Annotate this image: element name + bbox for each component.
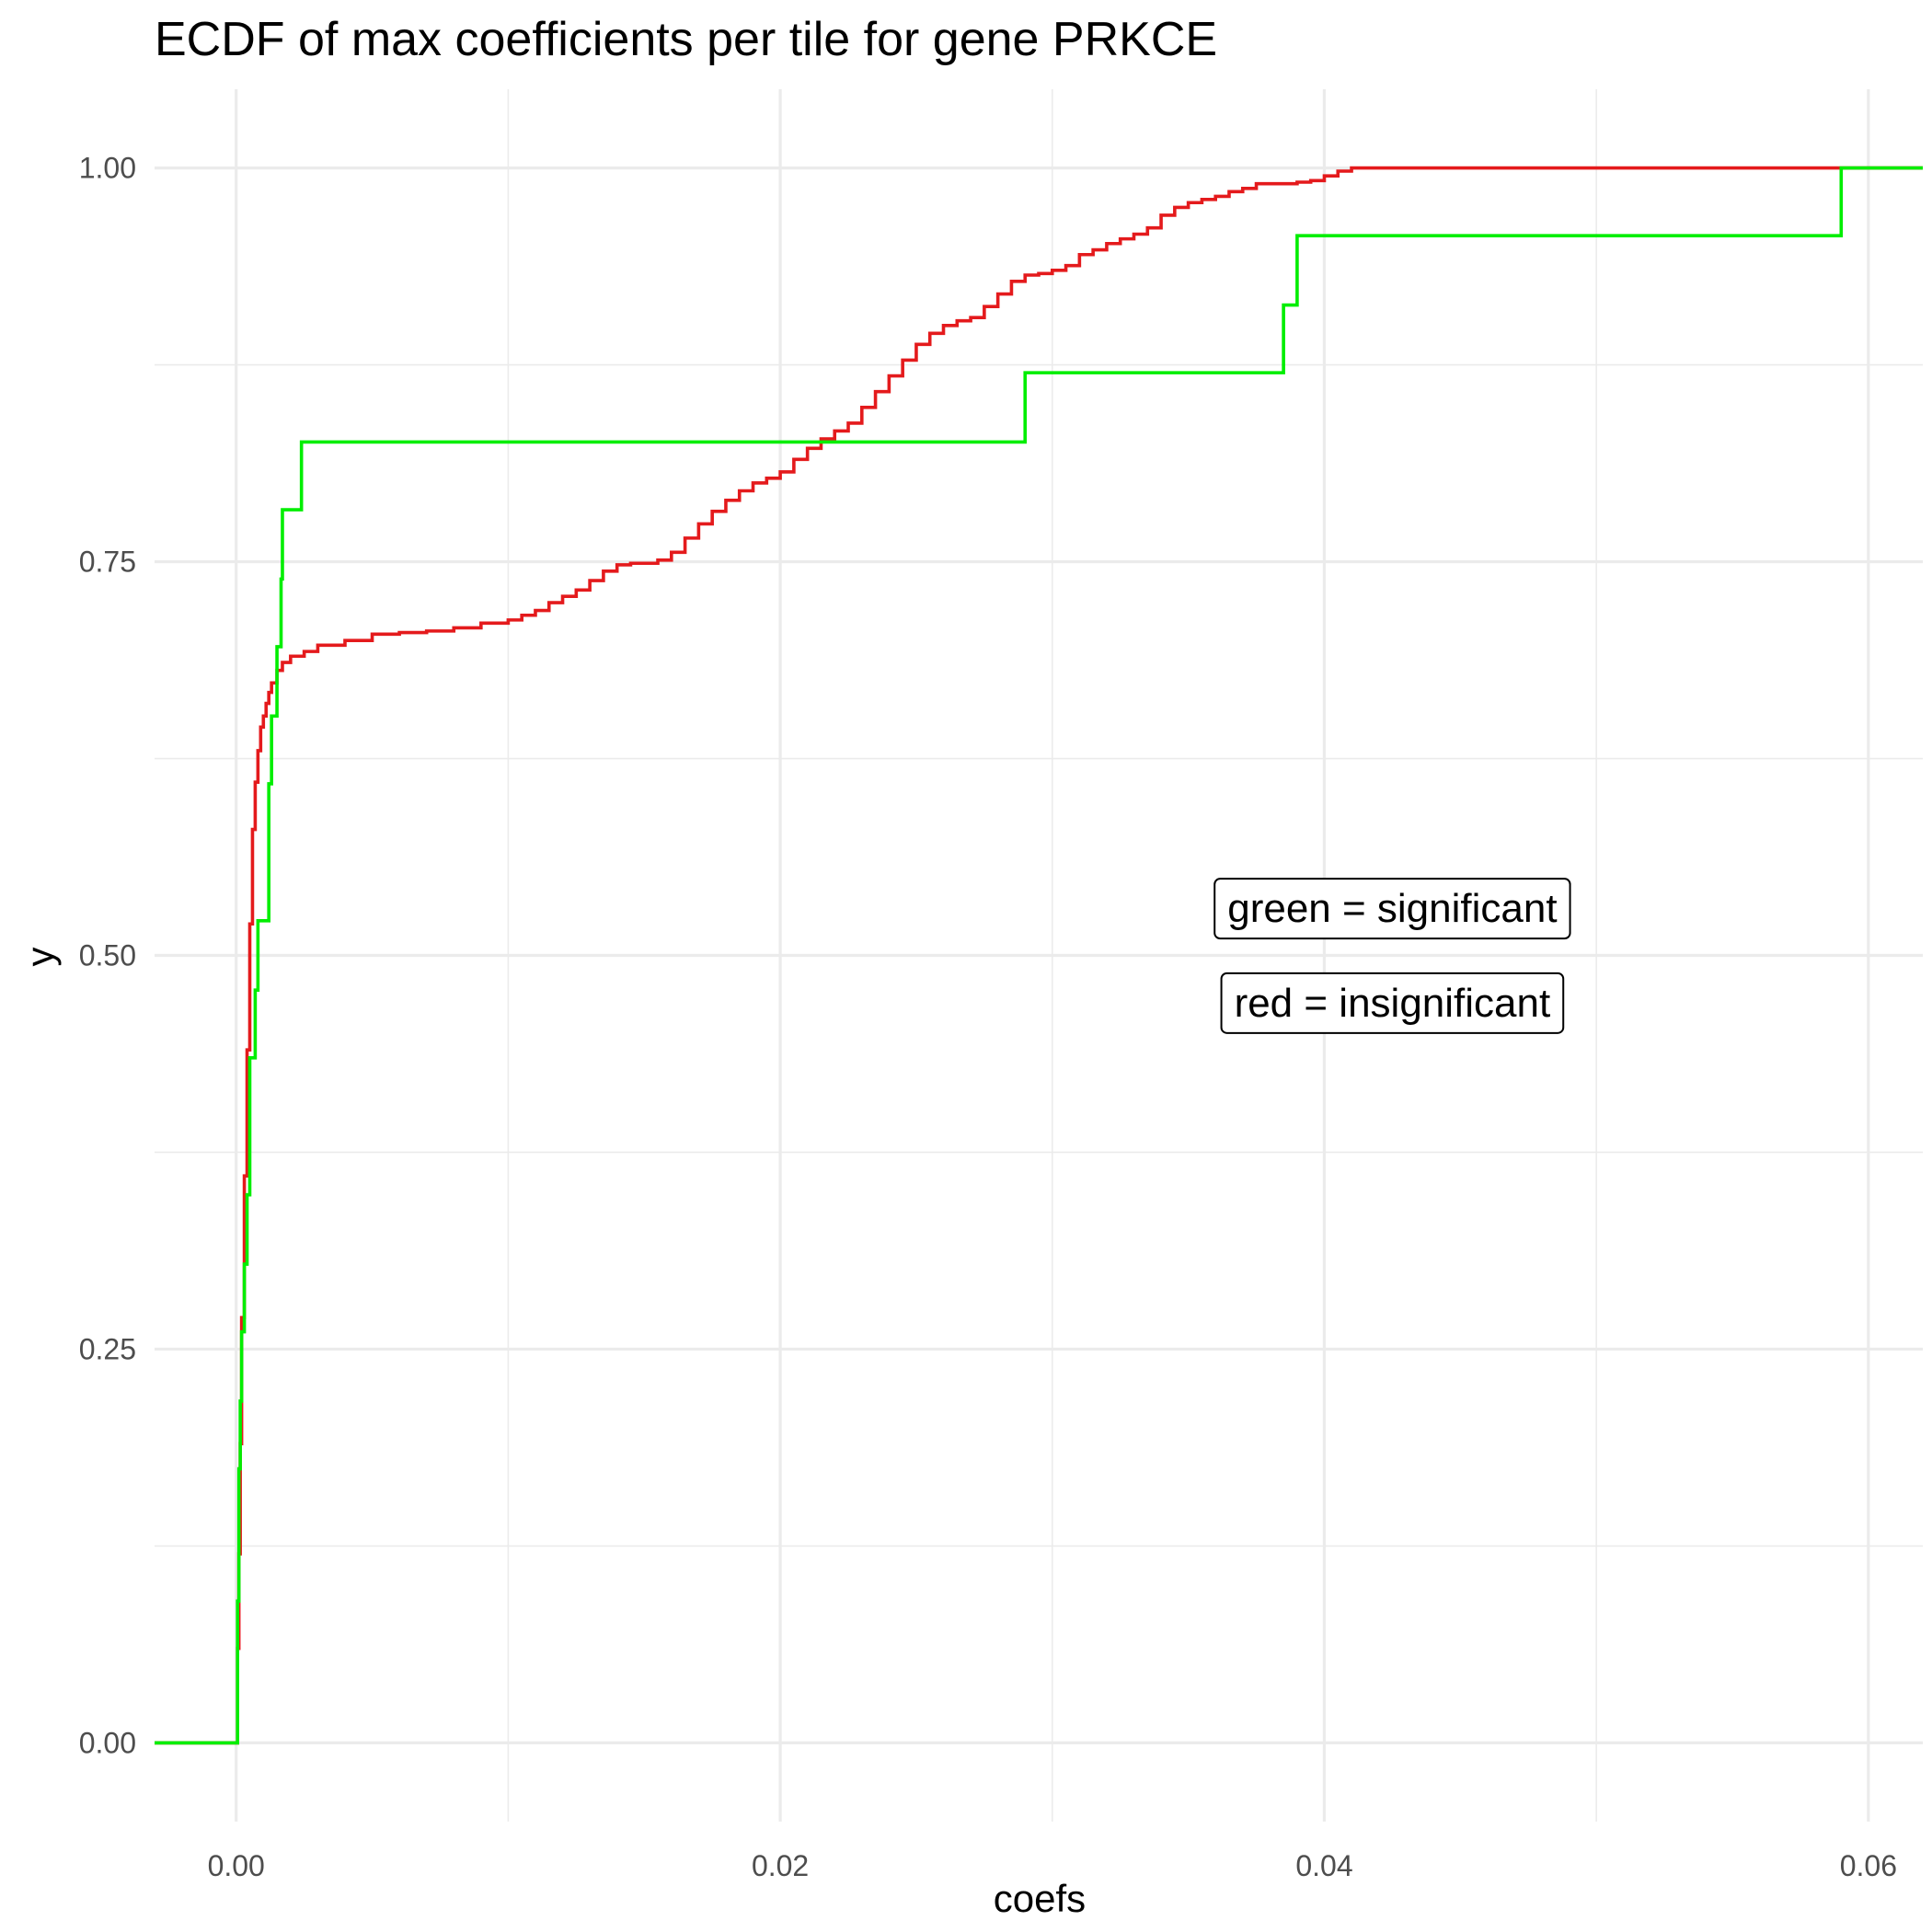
x-tick-label: 0.06 <box>1840 1849 1897 1882</box>
y-tick-label: 1.00 <box>79 152 136 185</box>
x-tick-label: 0.04 <box>1295 1849 1352 1882</box>
y-tick-label: 0.25 <box>79 1332 136 1365</box>
y-axis-title: y <box>18 948 62 967</box>
y-tick-label: 0.00 <box>79 1726 136 1759</box>
series-layer <box>155 166 1923 1745</box>
y-axis-ticks: 0.00 0.25 0.50 0.75 1.00 <box>79 152 136 1760</box>
chart-title: ECDF of max coefficients per tile for ge… <box>155 13 1217 66</box>
x-tick-label: 0.02 <box>752 1849 809 1882</box>
annotation-text: green = significant <box>1227 886 1557 931</box>
annotations: green = significant red = insignificant <box>1213 878 1571 1034</box>
significant-ecdf-line <box>155 166 1923 1745</box>
annotation-label: green = significant <box>1213 878 1571 940</box>
x-axis-title: coefs <box>994 1877 1086 1920</box>
annotation-label: red = insignificant <box>1220 972 1565 1034</box>
grid-layer <box>155 89 1923 1822</box>
y-tick-label: 0.50 <box>79 939 136 972</box>
annotation-text: red = insignificant <box>1235 981 1551 1026</box>
annotation-box <box>1220 972 1565 1034</box>
x-axis-ticks: 0.00 0.02 0.04 0.06 <box>208 1849 1897 1882</box>
x-tick-label: 0.00 <box>208 1849 265 1882</box>
y-tick-label: 0.75 <box>79 546 136 579</box>
insignificant-ecdf-line <box>155 166 1923 1745</box>
annotation-box <box>1213 878 1571 940</box>
